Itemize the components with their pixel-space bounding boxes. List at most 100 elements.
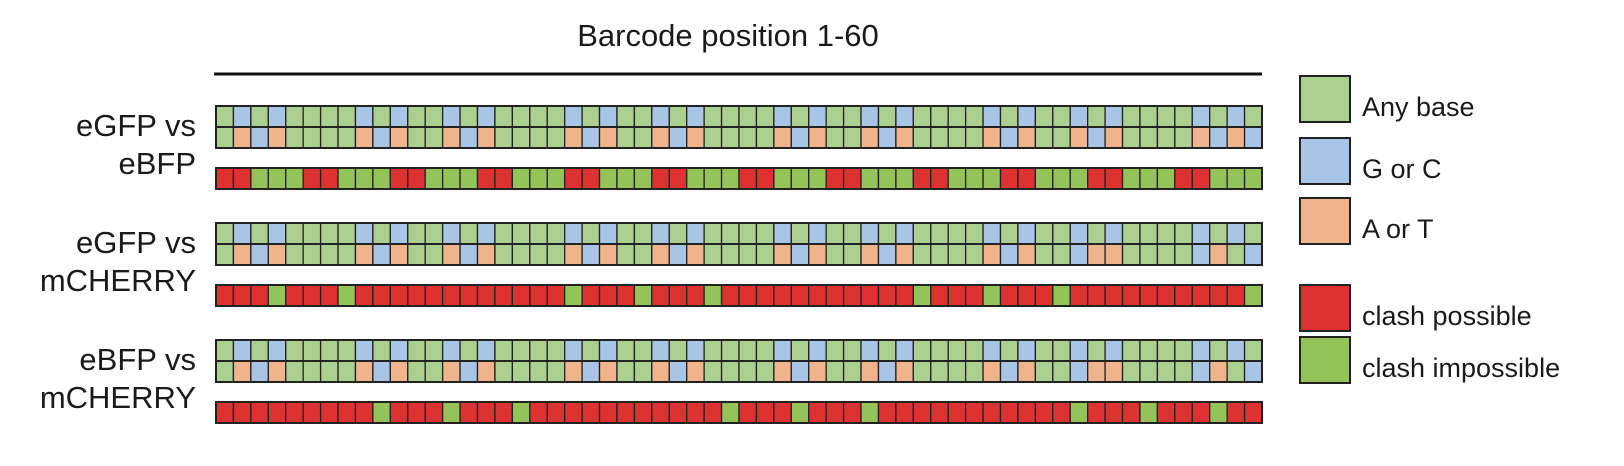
barcode-cell <box>407 243 426 266</box>
barcode-cell <box>912 126 932 149</box>
barcode-cell <box>703 167 723 190</box>
barcode-cell <box>581 401 601 424</box>
barcode-cell <box>982 243 1002 266</box>
barcode-cell <box>372 167 391 190</box>
barcode-cell <box>1226 360 1246 383</box>
barcode-cell <box>930 243 949 266</box>
barcode-cell <box>1052 401 1071 424</box>
row-frame <box>215 284 1263 307</box>
barcode-cell <box>407 222 426 245</box>
barcode-cell <box>842 284 862 307</box>
barcode-cell <box>337 167 357 190</box>
barcode-cell <box>546 243 566 266</box>
barcode-cell <box>668 401 688 424</box>
barcode-cell <box>319 360 339 383</box>
barcode-cell <box>1226 167 1246 190</box>
barcode-cell <box>494 401 514 424</box>
barcode-cell <box>738 105 758 128</box>
barcode-cell <box>407 284 426 307</box>
barcode-cell <box>703 222 723 245</box>
barcode-cell <box>877 284 897 307</box>
barcode-cell <box>651 105 670 128</box>
barcode-cell <box>441 105 461 128</box>
barcode-cell <box>494 339 514 362</box>
barcode-cell <box>668 360 688 383</box>
barcode-cell <box>1087 222 1106 245</box>
barcode-cell <box>250 222 269 245</box>
barcode-cell <box>1226 222 1246 245</box>
barcode-cell <box>1226 105 1246 128</box>
barcode-cell <box>302 284 322 307</box>
barcode-cell <box>564 222 583 245</box>
barcode-cell <box>825 401 845 424</box>
barcode-cell <box>1174 222 1193 245</box>
barcode-cell <box>703 339 723 362</box>
barcode-cell <box>842 401 862 424</box>
barcode-cell <box>877 167 897 190</box>
barcode-cell <box>441 339 461 362</box>
barcode-cell <box>546 167 566 190</box>
barcode-cell <box>250 105 269 128</box>
barcode-cell <box>1017 339 1037 362</box>
base-row-a <box>215 222 1263 245</box>
barcode-cell <box>1243 126 1263 149</box>
barcode-cell <box>720 243 740 266</box>
barcode-cell <box>511 401 531 424</box>
barcode-cell <box>529 167 548 190</box>
barcode-cell <box>982 360 1002 383</box>
barcode-cell <box>1069 360 1089 383</box>
barcode-cell <box>1069 401 1089 424</box>
barcode-cell <box>337 222 357 245</box>
barcode-cell <box>1156 339 1176 362</box>
barcode-cell <box>319 401 339 424</box>
barcode-cell <box>1156 222 1176 245</box>
row-frame <box>215 126 1263 149</box>
barcode-cell <box>686 105 705 128</box>
barcode-cell <box>912 222 932 245</box>
barcode-cell <box>1104 167 1124 190</box>
barcode-cell <box>476 222 496 245</box>
barcode-cell <box>912 243 932 266</box>
barcode-cell <box>354 339 374 362</box>
barcode-cell <box>1104 339 1124 362</box>
barcode-cell <box>407 126 426 149</box>
barcode-cell <box>302 105 322 128</box>
barcode-cell <box>267 126 287 149</box>
barcode-cell <box>703 360 723 383</box>
barcode-cell <box>947 105 967 128</box>
barcode-cell <box>773 339 792 362</box>
barcode-cell <box>651 167 670 190</box>
barcode-cell <box>1191 401 1211 424</box>
barcode-cell <box>1017 222 1037 245</box>
barcode-cell <box>947 167 967 190</box>
barcode-cell <box>1052 105 1071 128</box>
barcode-cell <box>686 243 705 266</box>
barcode-cell <box>302 243 322 266</box>
barcode-cell <box>581 167 601 190</box>
barcode-cell <box>285 284 304 307</box>
barcode-cell <box>267 401 287 424</box>
barcode-cell <box>773 126 792 149</box>
barcode-cell <box>581 339 601 362</box>
barcode-cell <box>982 105 1002 128</box>
barcode-cell <box>633 284 653 307</box>
barcode-cell <box>215 126 235 149</box>
barcode-cell <box>1069 243 1089 266</box>
barcode-cell <box>930 284 949 307</box>
barcode-cell <box>773 284 792 307</box>
barcode-cell <box>1052 360 1071 383</box>
barcode-cell <box>564 284 583 307</box>
barcode-cell <box>494 126 514 149</box>
barcode-cell <box>790 360 810 383</box>
barcode-cell <box>842 243 862 266</box>
barcode-cell <box>459 401 479 424</box>
barcode-cell <box>1174 167 1193 190</box>
barcode-cell <box>232 167 252 190</box>
barcode-cell <box>1139 360 1159 383</box>
barcode-cell <box>703 401 723 424</box>
barcode-cell <box>1034 167 1054 190</box>
barcode-cell <box>860 339 880 362</box>
barcode-cell <box>738 222 758 245</box>
barcode-cell <box>581 222 601 245</box>
barcode-cell <box>1243 222 1263 245</box>
